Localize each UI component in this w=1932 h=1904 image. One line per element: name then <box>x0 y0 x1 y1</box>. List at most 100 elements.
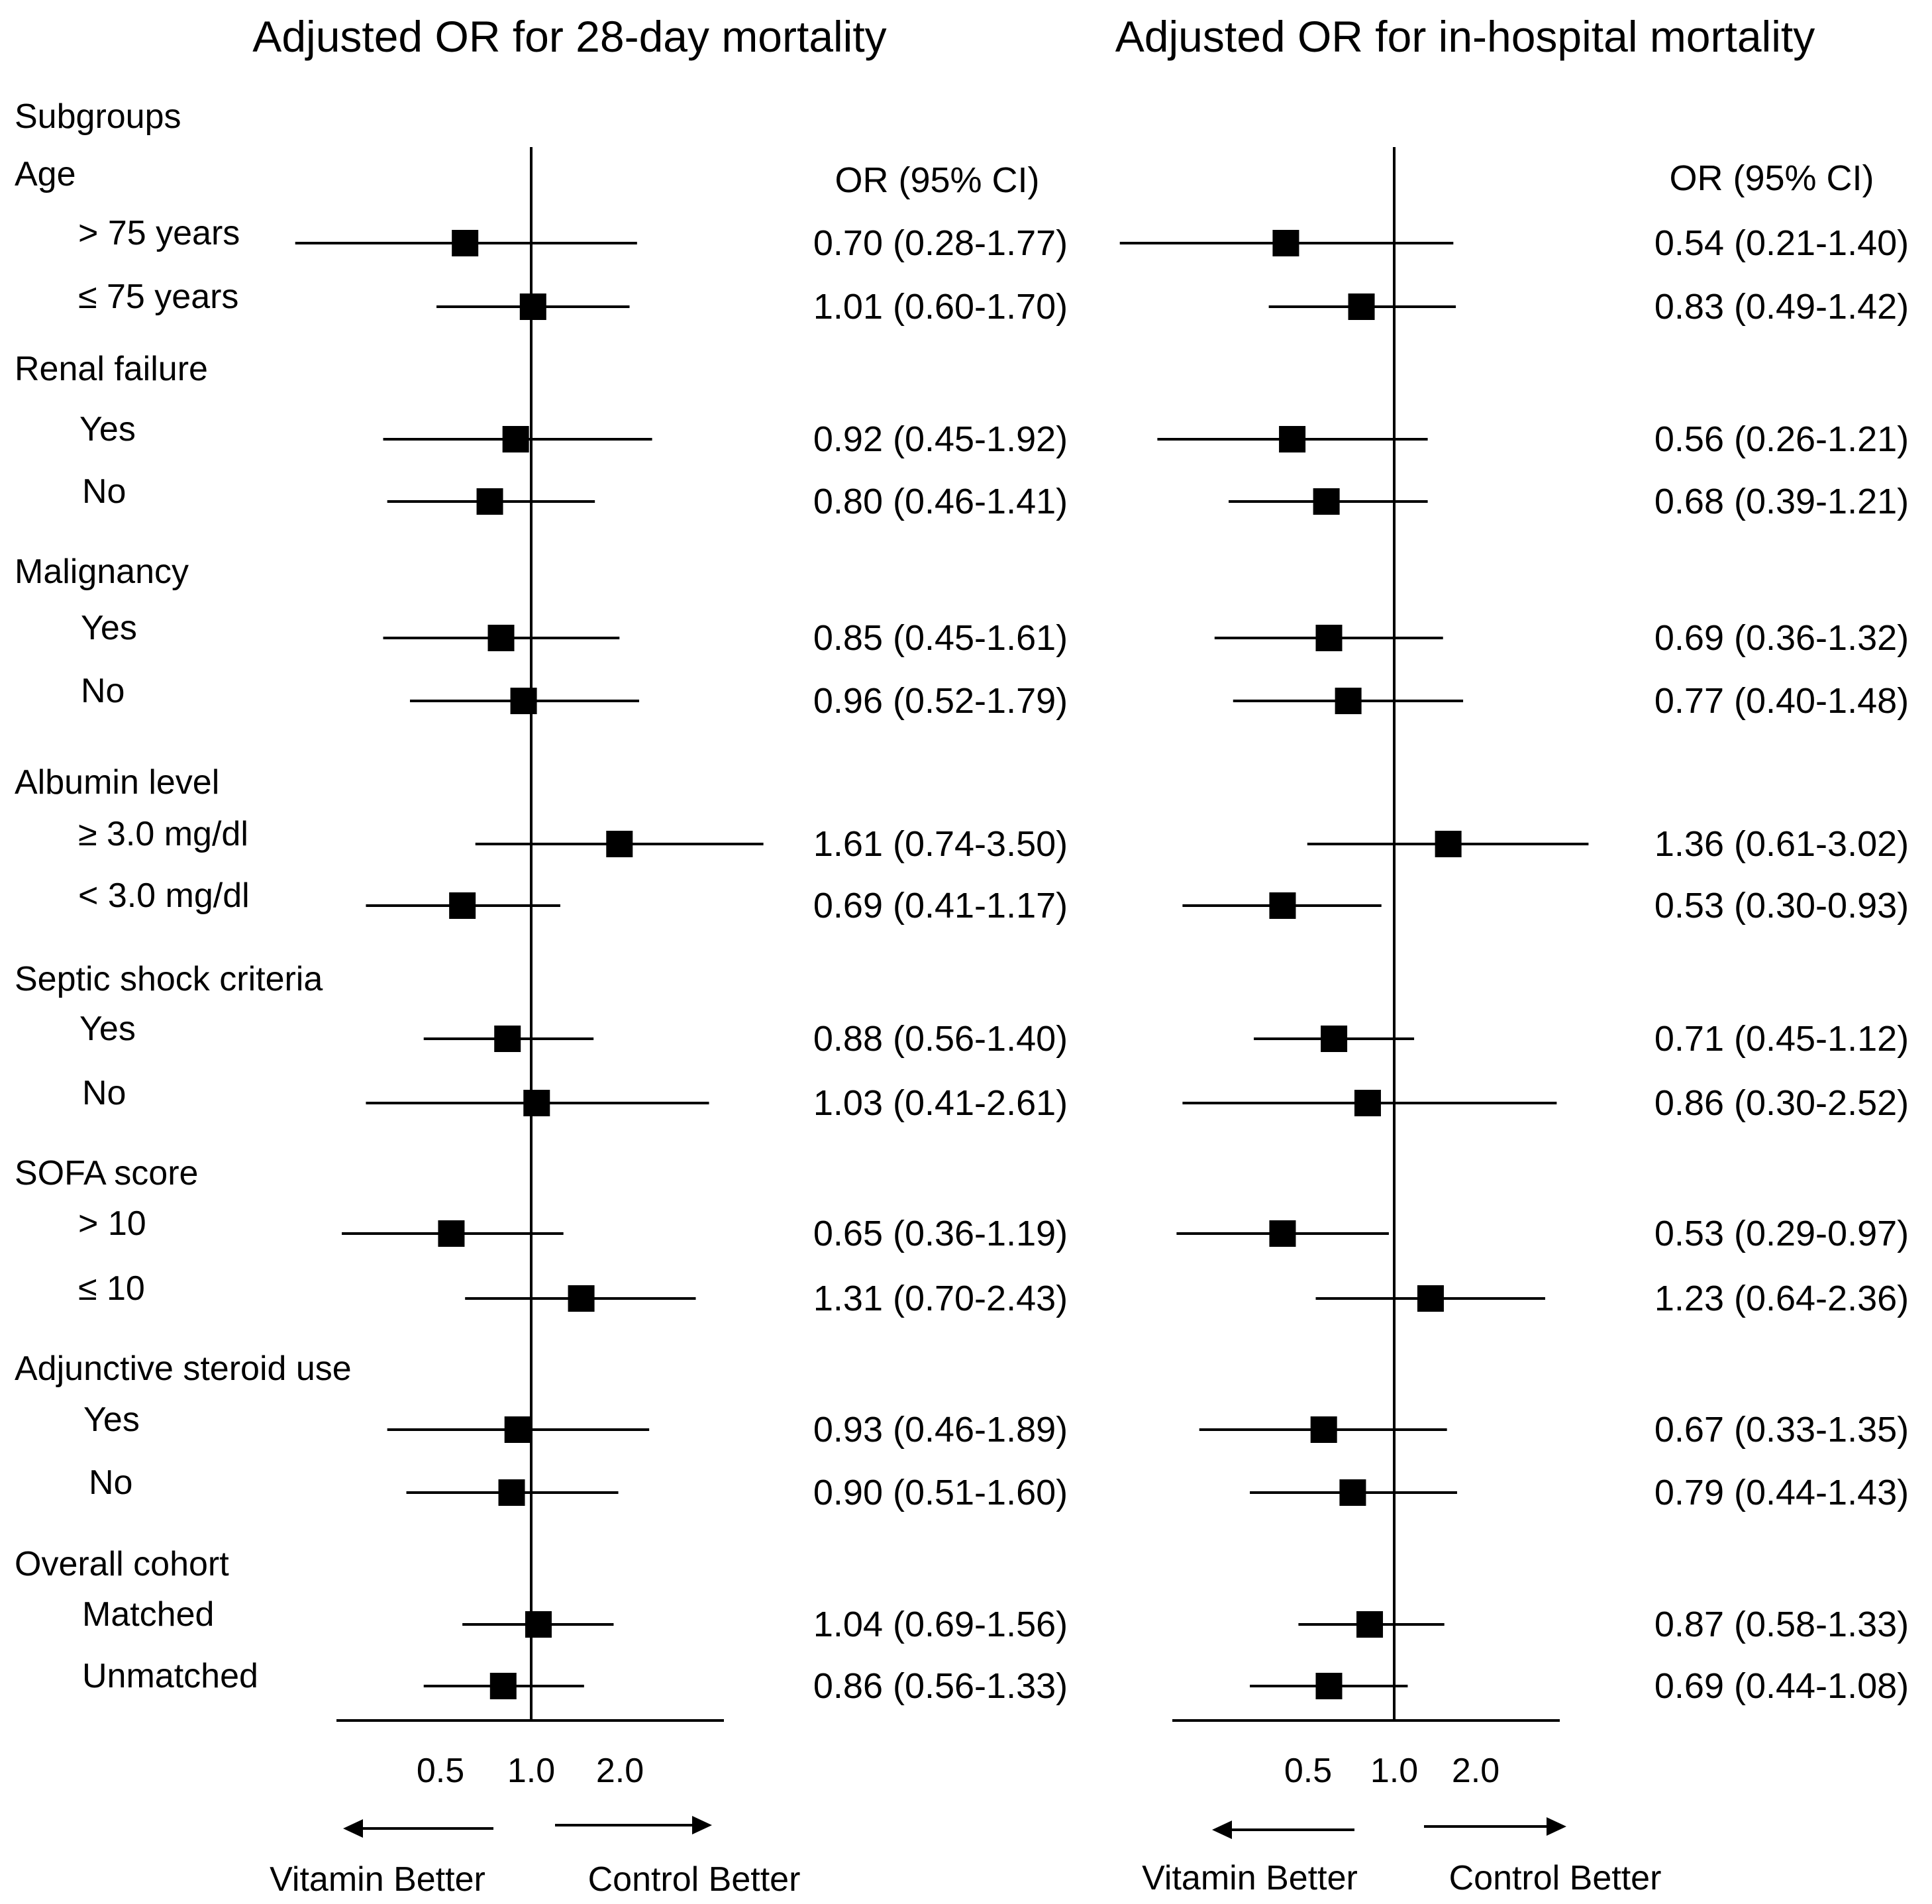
or-ci-value: 0.56 (0.26-1.21) <box>1654 419 1909 459</box>
or-ci-value: 0.83 (0.49-1.42) <box>1654 287 1909 327</box>
control-better-label: Control Better <box>588 1860 801 1899</box>
odds-ratio-marker <box>449 892 476 919</box>
odds-ratio-marker <box>487 625 515 651</box>
or-ci-value: 0.88 (0.56-1.40) <box>813 1019 1068 1059</box>
subgroup-row-label: Yes <box>79 1010 136 1048</box>
odds-ratio-marker <box>1272 230 1299 256</box>
subgroup-row-label: No <box>89 1463 132 1502</box>
arrow-control-better-inhospital <box>1424 1817 1566 1836</box>
or-ci-value: 0.65 (0.36-1.19) <box>813 1214 1068 1253</box>
or-ci-value: 1.61 (0.74-3.50) <box>813 824 1068 864</box>
or-ci-value: 1.23 (0.64-2.36) <box>1654 1279 1909 1318</box>
or-ci-header-inhospital: OR (95% CI) <box>1669 158 1874 198</box>
arrow-control-better-28day <box>555 1816 712 1834</box>
subgroup-row-label: Matched <box>82 1595 214 1634</box>
odds-ratio-marker <box>489 1673 517 1699</box>
subgroup-row-label: No <box>82 472 126 511</box>
odds-ratio-marker <box>510 688 537 714</box>
or-ci-value: 0.70 (0.28-1.77) <box>813 223 1068 263</box>
subgroup-heading: Age <box>15 155 76 193</box>
subgroup-row-label: No <box>81 672 125 710</box>
or-ci-value: 1.04 (0.69-1.56) <box>813 1605 1068 1644</box>
x-tick-label: 2.0 <box>596 1752 644 1790</box>
odds-ratio-marker <box>1356 1611 1384 1638</box>
vitamin-better-label: Vitamin Better <box>1142 1859 1358 1897</box>
or-ci-value: 0.85 (0.45-1.61) <box>813 618 1068 658</box>
or-ci-value: 0.69 (0.41-1.17) <box>813 886 1068 926</box>
subgroup-heading: Adjunctive steroid use <box>15 1349 352 1388</box>
or-ci-value: 0.86 (0.30-2.52) <box>1654 1083 1909 1123</box>
or-ci-value: 1.36 (0.61-3.02) <box>1654 824 1909 864</box>
arrow-vitamin-better-inhospital <box>1212 1821 1354 1839</box>
or-ci-value: 0.87 (0.58-1.33) <box>1654 1605 1909 1644</box>
odds-ratio-marker <box>504 1416 531 1443</box>
subgroup-row-label: ≤ 10 <box>78 1269 145 1308</box>
panel-title-28day: Adjusted OR for 28-day mortality <box>252 12 886 61</box>
or-ci-value: 0.71 (0.45-1.12) <box>1654 1019 1909 1059</box>
or-ci-value: 0.67 (0.33-1.35) <box>1654 1410 1909 1450</box>
odds-ratio-marker <box>452 230 479 256</box>
odds-ratio-marker <box>1335 688 1362 714</box>
forest-panel-inhospital: 0.54 (0.21-1.40) 0.83 (0.49-1.42) 0.56 (0.… <box>1119 147 1909 1722</box>
odds-ratio-marker <box>1354 1090 1381 1116</box>
vitamin-better-label: Vitamin Better <box>270 1860 485 1899</box>
subgroup-row-label: ≥ 3.0 mg/dl <box>78 815 248 853</box>
panel-title-inhospital: Adjusted OR for in-hospital mortality <box>1115 12 1815 61</box>
or-ci-value: 1.31 (0.70-2.43) <box>813 1279 1068 1318</box>
odds-ratio-marker <box>1310 1416 1337 1443</box>
odds-ratio-marker <box>1315 625 1343 651</box>
odds-ratio-marker <box>498 1479 525 1506</box>
odds-ratio-marker <box>476 488 503 515</box>
subgroup-labels: Age> 75 years ≤ 75 years Renal failure Yes N… <box>15 155 352 1695</box>
or-ci-value: 0.93 (0.46-1.89) <box>813 1410 1068 1450</box>
odds-ratio-marker <box>523 1090 550 1116</box>
arrow-vitamin-better-28day <box>343 1819 493 1838</box>
or-ci-value: 0.77 (0.40-1.48) <box>1654 681 1909 721</box>
or-ci-value: 0.92 (0.45-1.92) <box>813 419 1068 459</box>
subgroup-heading: Malignancy <box>15 553 189 591</box>
odds-ratio-marker <box>1321 1026 1348 1052</box>
x-tick-label: 0.5 <box>417 1752 464 1790</box>
odds-ratio-marker <box>438 1220 465 1247</box>
x-tick-label: 2.0 <box>1452 1752 1500 1790</box>
subgroup-row-label: > 10 <box>78 1204 146 1243</box>
subgroup-row-label: ≤ 75 years <box>78 278 238 316</box>
forest-panel-28day: 0.70 (0.28-1.77) 1.01 (0.60-1.70) 0.92 (0.… <box>295 147 1068 1722</box>
odds-ratio-marker <box>1269 892 1296 919</box>
or-ci-value: 0.79 (0.44-1.43) <box>1654 1473 1909 1512</box>
subgroup-heading: Albumin level <box>15 763 219 802</box>
odds-ratio-marker <box>1315 1673 1343 1699</box>
odds-ratio-marker <box>1348 293 1375 320</box>
subgroup-row-label: Unmatched <box>82 1657 258 1695</box>
subgroup-heading: Overall cohort <box>15 1545 229 1583</box>
or-ci-value: 0.54 (0.21-1.40) <box>1654 223 1909 263</box>
odds-ratio-marker <box>1339 1479 1366 1506</box>
or-ci-value: 0.96 (0.52-1.79) <box>813 681 1068 721</box>
or-ci-header-28day: OR (95% CI) <box>835 160 1039 200</box>
control-better-label: Control Better <box>1449 1859 1662 1897</box>
subgroup-row-label: < 3.0 mg/dl <box>78 876 250 915</box>
or-ci-value: 0.80 (0.46-1.41) <box>813 482 1068 521</box>
or-ci-value: 0.69 (0.36-1.32) <box>1654 618 1909 658</box>
odds-ratio-marker <box>1417 1285 1444 1312</box>
or-ci-value: 0.86 (0.56-1.33) <box>813 1666 1068 1706</box>
subgroup-heading: Septic shock criteria <box>15 960 323 998</box>
or-ci-value: 1.03 (0.41-2.61) <box>813 1083 1068 1123</box>
subgroups-heading: Subgroups <box>15 97 181 136</box>
x-tick-label: 1.0 <box>507 1752 555 1790</box>
subgroup-heading: SOFA score <box>15 1154 198 1192</box>
odds-ratio-marker <box>525 1611 552 1638</box>
odds-ratio-marker <box>1279 426 1306 452</box>
or-ci-value: 0.69 (0.44-1.08) <box>1654 1666 1909 1706</box>
or-ci-value: 0.68 (0.39-1.21) <box>1654 482 1909 521</box>
subgroup-heading: Renal failure <box>15 350 208 388</box>
odds-ratio-marker <box>1435 831 1462 857</box>
subgroup-row-label: Yes <box>81 609 137 647</box>
odds-ratio-marker <box>606 831 633 857</box>
x-tick-label: 0.5 <box>1284 1752 1332 1790</box>
odds-ratio-marker <box>494 1026 521 1052</box>
or-ci-value: 0.53 (0.29-0.97) <box>1654 1214 1909 1253</box>
subgroup-row-label: Yes <box>83 1401 140 1439</box>
subgroup-row-label: > 75 years <box>78 214 240 252</box>
